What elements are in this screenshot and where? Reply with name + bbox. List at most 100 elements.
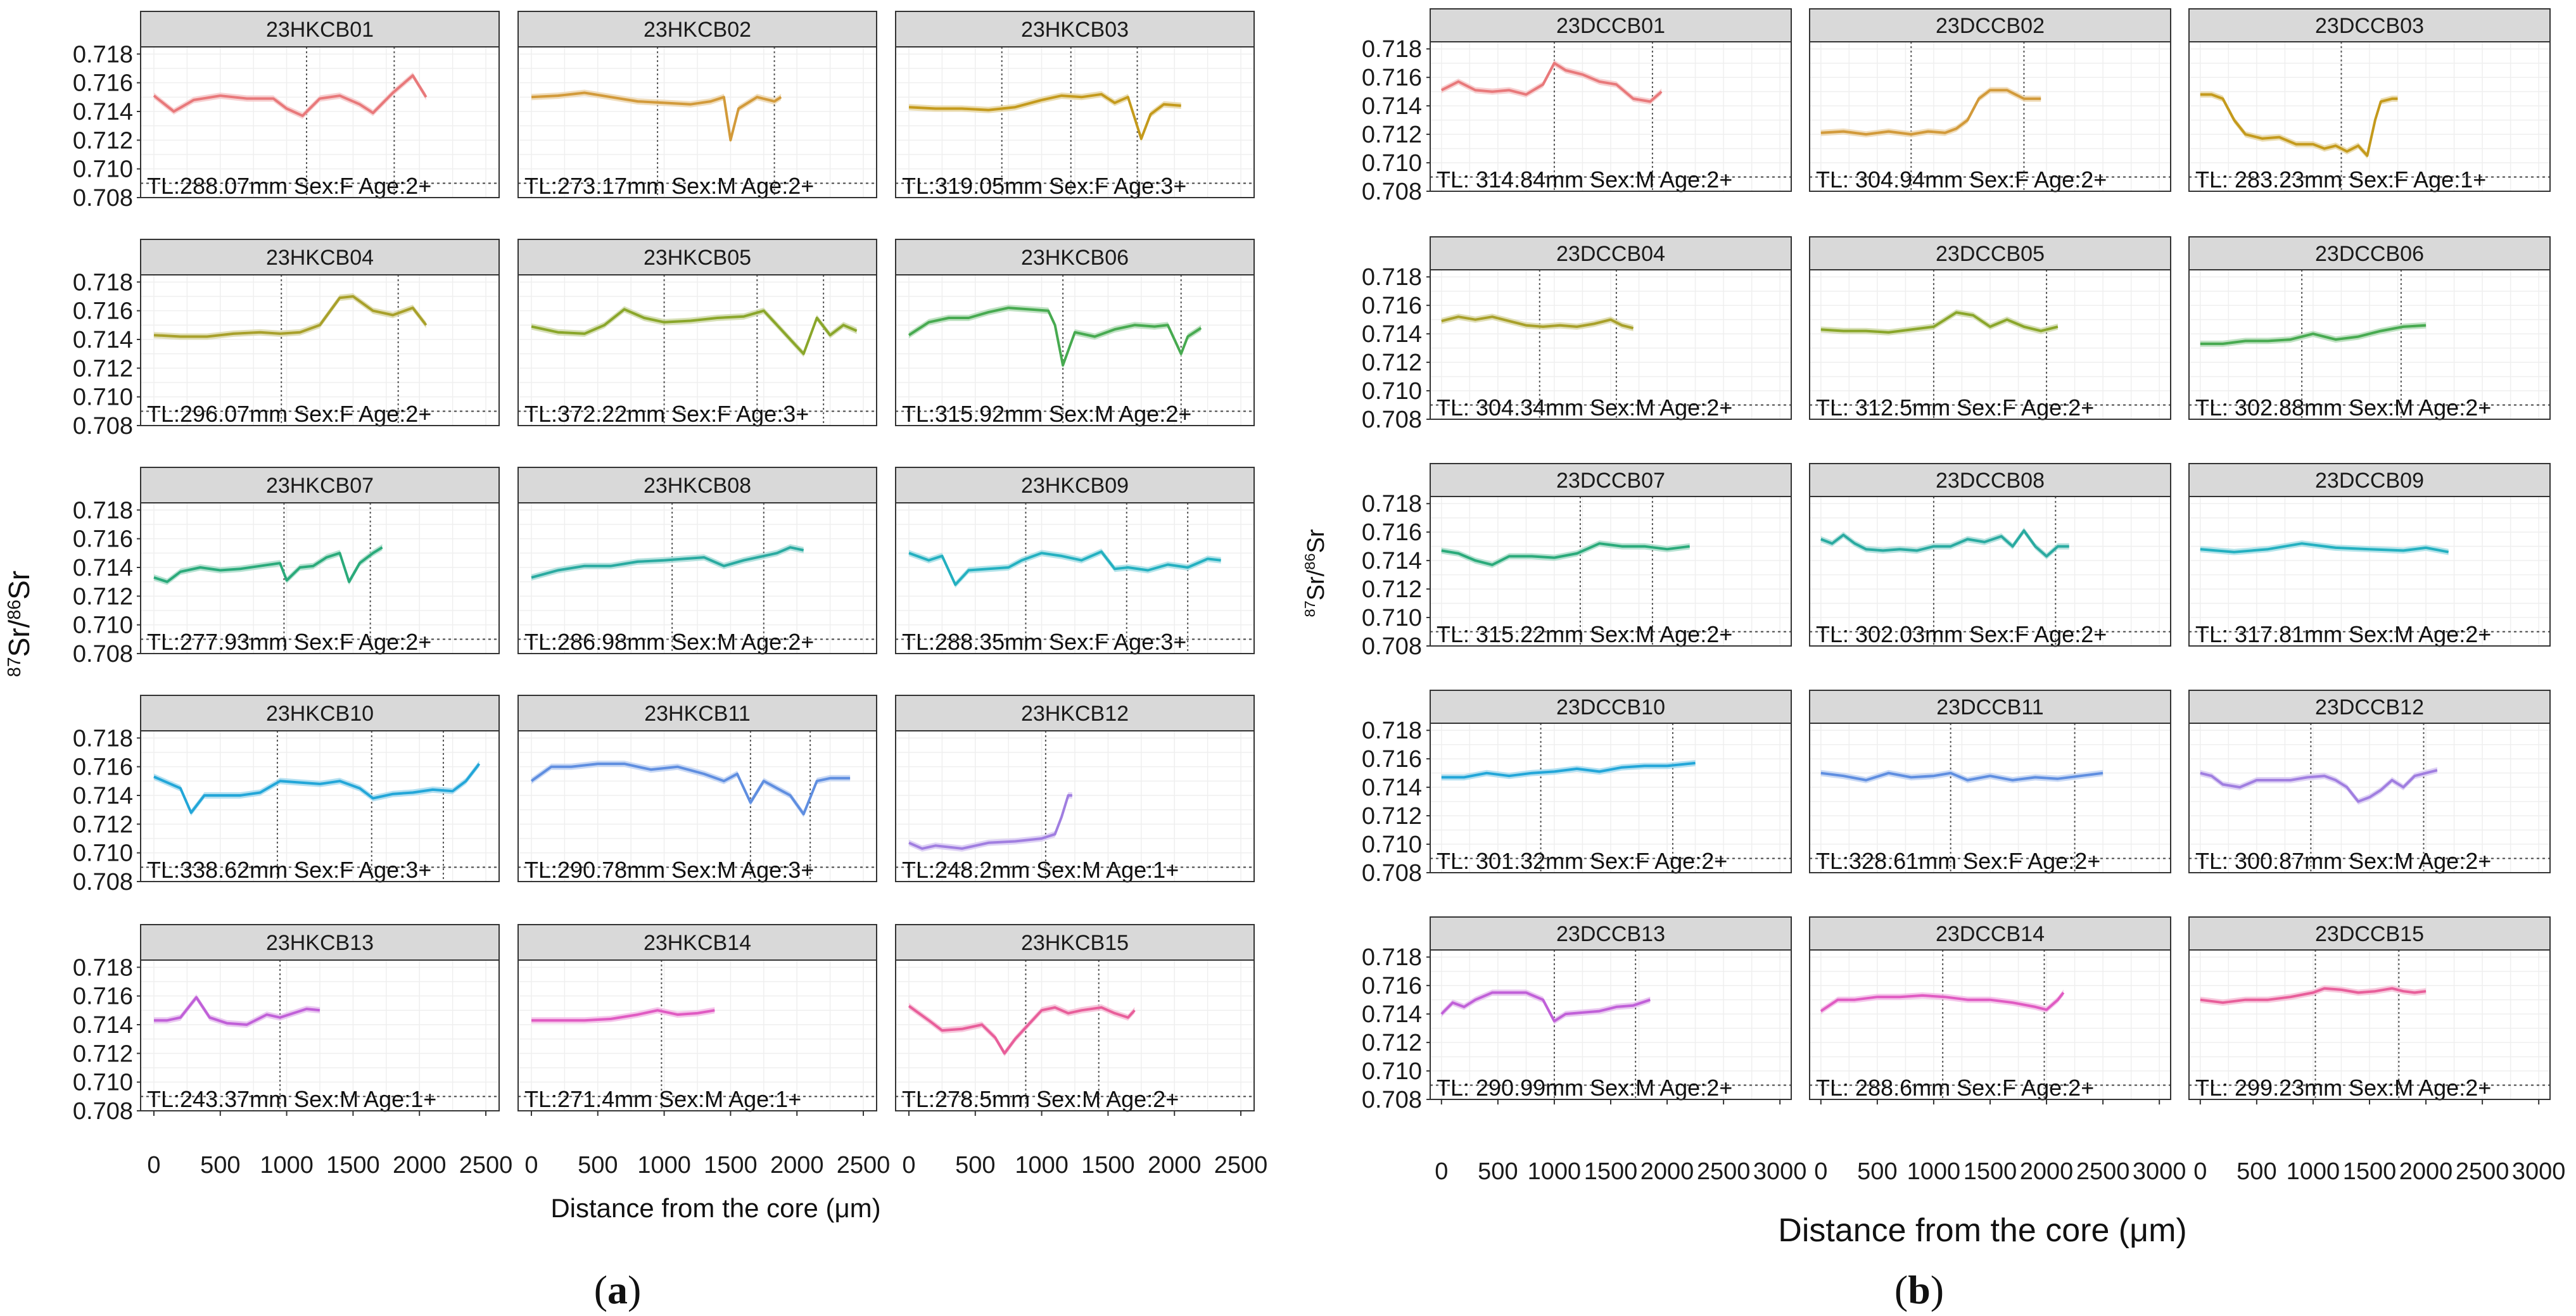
facet-strip xyxy=(517,695,877,731)
facet-info-label: TL: 299.23mm Sex:M Age:2+ xyxy=(2195,1075,2491,1101)
facet-23DCCB09: 23DCCB09 TL: 317.81mm Sex:M Age:2+ xyxy=(2188,463,2551,647)
series-ribbon xyxy=(909,1003,1135,1057)
facet-info-label: TL: 317.81mm Sex:M Age:2+ xyxy=(2195,621,2491,647)
x-tick-label: 2000 xyxy=(2399,1158,2453,1185)
y-axis-title: 87Sr/86Sr xyxy=(3,571,35,677)
x-tick-label: 3000 xyxy=(2512,1158,2566,1185)
y-tick-label: 0.714 xyxy=(73,555,133,581)
y-tick-label: 0.708 xyxy=(1362,179,1422,205)
plot-border xyxy=(517,274,877,426)
facet-strip xyxy=(1430,236,1792,270)
panel-label: (b) xyxy=(1894,1267,1944,1312)
series-line xyxy=(2200,324,2427,345)
facet-strip xyxy=(895,239,1255,275)
series-line xyxy=(908,1004,1136,1055)
facet-strip xyxy=(1809,236,2171,270)
series-ribbon xyxy=(2200,540,2449,555)
facet-title: 23DCCB06 xyxy=(2315,242,2424,266)
y-tick-label: 0.714 xyxy=(73,1012,133,1039)
y-tick-label: 0.712 xyxy=(1362,803,1422,830)
facet-info-label: TL:372.22mm Sex:F Age:3+ xyxy=(524,401,809,427)
series-line xyxy=(908,92,1181,141)
facet-info-label: TL:248.2mm Sex:M Age:1+ xyxy=(902,857,1179,883)
y-tick-label: 0.710 xyxy=(73,612,133,639)
facet-23HKCB06: 23HKCB06 TL:315.92mm Sex:M Age:2+ xyxy=(895,239,1255,427)
facet-info-label: TL: 304.34mm Sex:M Age:2+ xyxy=(1437,395,1732,421)
y-tick-label: 0.710 xyxy=(73,1070,133,1096)
facet-title: 23HKCB05 xyxy=(644,246,751,270)
y-tick-label: 0.716 xyxy=(73,984,133,1010)
plot-border xyxy=(1809,41,2171,192)
facet-title: 23HKCB04 xyxy=(266,246,374,270)
plot-border xyxy=(895,274,1255,426)
series-line xyxy=(153,295,428,338)
x-tick-label: 2500 xyxy=(459,1152,513,1179)
series-line xyxy=(154,996,320,1026)
facet-strip xyxy=(895,924,1255,961)
facet-23HKCB03: 23HKCB03 TL:319.05mm Sex:F Age:3+ xyxy=(895,11,1255,199)
y-tick-label: 0.718 xyxy=(73,269,133,296)
panel-label-paren: ) xyxy=(1931,1267,1944,1312)
y-tick-label: 0.712 xyxy=(1362,350,1422,376)
facet-title: 23DCCB09 xyxy=(2315,469,2424,493)
facet-23DCCB08: 23DCCB08 TL: 302.03mm Sex:F Age:2+ xyxy=(1809,463,2171,647)
facet-strip xyxy=(895,695,1255,731)
series-line xyxy=(908,307,1202,367)
series-line xyxy=(530,762,851,816)
facet-info-label: TL:286.98mm Sex:M Age:2+ xyxy=(524,629,814,655)
y-tick-label: 0.708 xyxy=(73,185,133,212)
facet-title: 23HKCB08 xyxy=(644,474,751,498)
y-axis-title: 87Sr/86Sr xyxy=(1302,529,1329,617)
plot-border xyxy=(2188,41,2551,192)
facet-23DCCB14: 23DCCB14 TL: 288.6mm Sex:F Age:2+ 0 500 1000… xyxy=(1809,916,2186,1185)
x-tick-label: 1000 xyxy=(637,1152,691,1179)
plot-border xyxy=(2188,269,2551,420)
facet-info-label: TL: 300.87mm Sex:M Age:2+ xyxy=(2195,848,2491,874)
facet-title: 23HKCB06 xyxy=(1021,246,1129,270)
series-line xyxy=(531,308,858,355)
x-tick-label: 500 xyxy=(955,1152,995,1179)
facet-title: 23DCCB15 xyxy=(2315,922,2424,946)
y-tick-label: 0.708 xyxy=(1362,1087,1422,1113)
facet-info-label: TL: 301.32mm Sex:F Age:2+ xyxy=(1437,848,1727,874)
y-axis-title-main: Sr/ xyxy=(1303,569,1329,600)
facet-info-label: TL:278.5mm Sex:M Age:2+ xyxy=(902,1086,1179,1112)
facet-title: 23DCCB01 xyxy=(1556,14,1665,38)
facet-23DCCB12: 23DCCB12 TL: 300.87mm Sex:M Age:2+ xyxy=(2188,690,2551,874)
y-tick-label: 0.710 xyxy=(1362,1058,1422,1085)
facet-title: 23DCCB05 xyxy=(1936,242,2045,266)
plot-border xyxy=(895,502,1255,654)
y-tick-label: 0.716 xyxy=(1362,65,1422,91)
x-tick-label: 500 xyxy=(200,1152,240,1179)
y-tick-label: 0.708 xyxy=(1362,407,1422,433)
x-tick-label: 3000 xyxy=(2133,1158,2186,1185)
plot-border xyxy=(517,502,877,654)
panel-label-letter: b xyxy=(1908,1267,1931,1312)
facet-info-label: TL:277.93mm Sex:F Age:2+ xyxy=(147,629,431,655)
facet-title: 23HKCB11 xyxy=(644,702,751,726)
y-tick-label: 0.716 xyxy=(73,526,133,553)
plot-border xyxy=(1809,269,2171,420)
facet-title: 23HKCB15 xyxy=(1021,931,1129,955)
series-line xyxy=(2200,987,2427,1004)
x-tick-label: 1000 xyxy=(2287,1158,2340,1185)
facet-strip xyxy=(517,467,877,503)
series-line xyxy=(153,762,481,814)
series-line xyxy=(1820,771,2103,781)
y-tick-label: 0.714 xyxy=(1362,93,1422,120)
series-line xyxy=(2200,93,2398,157)
x-axis-title: Distance from the core (μm) xyxy=(1778,1212,2186,1249)
facet-strip xyxy=(2188,463,2551,497)
plot-border xyxy=(517,46,877,198)
facet-title: 23HKCB03 xyxy=(1021,18,1129,42)
facet-strip xyxy=(2188,236,2551,270)
facet-strip xyxy=(140,11,500,47)
facet-title: 23DCCB02 xyxy=(1936,14,2045,38)
y-tick-label: 0.718 xyxy=(1362,718,1422,744)
facet-title: 23HKCB14 xyxy=(644,931,751,955)
facet-title: 23DCCB08 xyxy=(1936,469,2045,493)
x-tick-label: 0 xyxy=(1814,1158,1827,1185)
y-tick-label: 0.718 xyxy=(73,497,133,524)
